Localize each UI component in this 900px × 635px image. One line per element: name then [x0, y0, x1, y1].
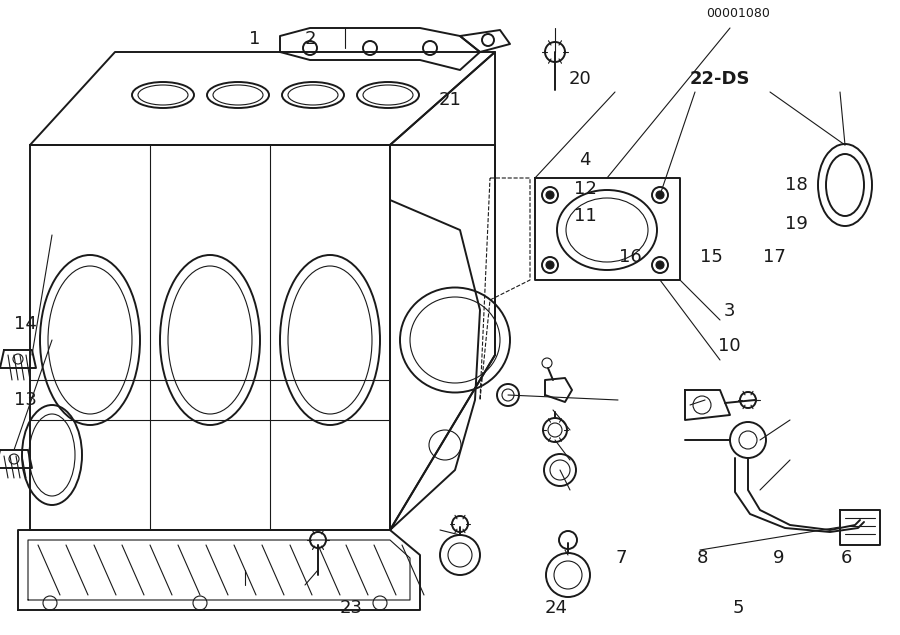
- Text: 1: 1: [249, 30, 260, 48]
- Text: 20: 20: [569, 70, 592, 88]
- Text: 14: 14: [14, 315, 37, 333]
- Text: 15: 15: [699, 248, 723, 266]
- Text: 6: 6: [841, 549, 851, 566]
- Text: 23: 23: [339, 599, 363, 617]
- Circle shape: [656, 191, 664, 199]
- Text: 17: 17: [762, 248, 786, 266]
- Text: 9: 9: [773, 549, 784, 566]
- Circle shape: [546, 191, 554, 199]
- Circle shape: [546, 261, 554, 269]
- Text: 4: 4: [580, 151, 590, 169]
- Circle shape: [656, 261, 664, 269]
- Text: 22-DS: 22-DS: [689, 70, 751, 88]
- Text: 12: 12: [573, 180, 597, 198]
- Text: 10: 10: [717, 337, 741, 355]
- Text: 21: 21: [438, 91, 462, 109]
- Text: 13: 13: [14, 391, 37, 409]
- Text: 3: 3: [724, 302, 734, 320]
- Text: 18: 18: [785, 177, 808, 194]
- Text: 16: 16: [618, 248, 642, 266]
- Text: 24: 24: [544, 599, 568, 617]
- Text: 00001080: 00001080: [706, 8, 770, 20]
- Text: 2: 2: [305, 30, 316, 48]
- Text: 11: 11: [573, 207, 597, 225]
- Text: 5: 5: [733, 599, 743, 617]
- Text: 8: 8: [697, 549, 707, 566]
- Text: 7: 7: [616, 549, 626, 566]
- Text: 19: 19: [785, 215, 808, 232]
